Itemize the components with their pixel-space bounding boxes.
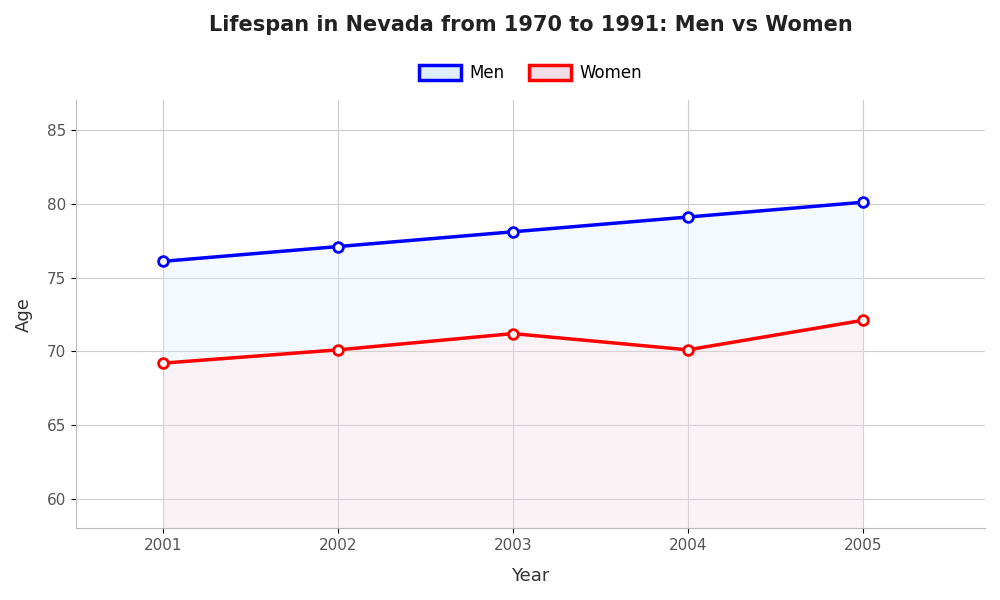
Title: Lifespan in Nevada from 1970 to 1991: Men vs Women: Lifespan in Nevada from 1970 to 1991: Me…	[209, 15, 852, 35]
X-axis label: Year: Year	[511, 567, 550, 585]
Y-axis label: Age: Age	[15, 297, 33, 332]
Legend: Men, Women: Men, Women	[412, 58, 649, 89]
